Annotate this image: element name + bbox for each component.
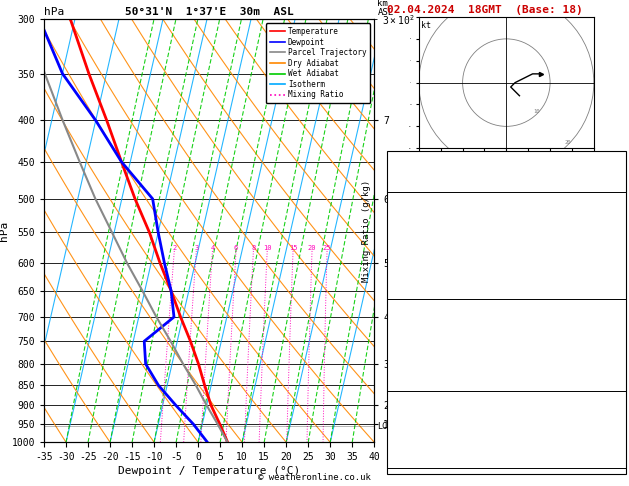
Text: 291: 291 bbox=[604, 245, 621, 254]
Text: 8: 8 bbox=[251, 245, 255, 251]
Text: LCL: LCL bbox=[377, 421, 392, 431]
Text: 3: 3 bbox=[194, 245, 198, 251]
Text: 35: 35 bbox=[610, 168, 621, 177]
Text: EH: EH bbox=[394, 414, 406, 423]
Text: θᴇ (K): θᴇ (K) bbox=[394, 337, 429, 346]
Text: hPa: hPa bbox=[44, 7, 64, 17]
Text: 0.69: 0.69 bbox=[598, 183, 621, 192]
Text: 15: 15 bbox=[289, 245, 298, 251]
Text: 10: 10 bbox=[263, 245, 272, 251]
Text: CIN (J): CIN (J) bbox=[394, 290, 435, 299]
X-axis label: Dewpoint / Temperature (°C): Dewpoint / Temperature (°C) bbox=[118, 466, 300, 476]
Text: CIN (J): CIN (J) bbox=[394, 382, 435, 391]
Text: 20: 20 bbox=[564, 140, 571, 145]
Y-axis label: hPa: hPa bbox=[0, 221, 9, 241]
Text: Surface: Surface bbox=[487, 200, 528, 209]
Text: -5: -5 bbox=[610, 153, 621, 162]
Text: -8: -8 bbox=[610, 414, 621, 423]
Text: Hodograph: Hodograph bbox=[482, 399, 533, 408]
Text: CAPE (J): CAPE (J) bbox=[394, 367, 440, 376]
Text: 50°31'N  1°37'E  30m  ASL: 50°31'N 1°37'E 30m ASL bbox=[125, 7, 294, 17]
Text: 320°: 320° bbox=[598, 444, 621, 453]
Text: Most Unstable: Most Unstable bbox=[470, 307, 545, 316]
Text: 0: 0 bbox=[615, 367, 621, 376]
Text: 750: 750 bbox=[604, 322, 621, 331]
Text: K: K bbox=[394, 153, 400, 162]
Text: kt: kt bbox=[421, 21, 431, 31]
Text: km
ASL: km ASL bbox=[377, 0, 394, 17]
Text: 6: 6 bbox=[234, 245, 238, 251]
Text: 8: 8 bbox=[615, 275, 621, 284]
Text: -1: -1 bbox=[610, 429, 621, 438]
Text: 10: 10 bbox=[610, 352, 621, 361]
Text: Dewp (°C): Dewp (°C) bbox=[394, 230, 446, 239]
Text: Pressure (mb): Pressure (mb) bbox=[394, 322, 469, 331]
Text: StmSpd (kt): StmSpd (kt) bbox=[394, 459, 458, 468]
Text: SREH: SREH bbox=[394, 429, 418, 438]
Text: Totals Totals: Totals Totals bbox=[394, 168, 469, 177]
Text: Lifted Index: Lifted Index bbox=[394, 352, 464, 361]
Text: StmDir: StmDir bbox=[394, 444, 429, 453]
Text: 294: 294 bbox=[604, 337, 621, 346]
Text: 0: 0 bbox=[615, 290, 621, 299]
Text: 20: 20 bbox=[308, 245, 316, 251]
Text: 12: 12 bbox=[610, 459, 621, 468]
Text: Lifted Index: Lifted Index bbox=[394, 260, 464, 269]
Text: PW (cm): PW (cm) bbox=[394, 183, 435, 192]
Legend: Temperature, Dewpoint, Parcel Trajectory, Dry Adiabat, Wet Adiabat, Isotherm, Mi: Temperature, Dewpoint, Parcel Trajectory… bbox=[266, 23, 370, 103]
Text: 02.04.2024  18GMT  (Base: 18): 02.04.2024 18GMT (Base: 18) bbox=[387, 5, 582, 15]
Text: © weatheronline.co.uk: © weatheronline.co.uk bbox=[258, 473, 371, 482]
Text: 25: 25 bbox=[323, 245, 331, 251]
Text: Temp (°C): Temp (°C) bbox=[394, 215, 446, 224]
Text: 10: 10 bbox=[534, 109, 540, 114]
Text: 12: 12 bbox=[610, 260, 621, 269]
Text: CAPE (J): CAPE (J) bbox=[394, 275, 440, 284]
Text: Mixing Ratio (g/kg): Mixing Ratio (g/kg) bbox=[362, 180, 371, 282]
Text: 4: 4 bbox=[210, 245, 214, 251]
Text: θᴇ(K): θᴇ(K) bbox=[394, 245, 423, 254]
Text: 2: 2 bbox=[172, 245, 176, 251]
Text: 2.1: 2.1 bbox=[604, 230, 621, 239]
Text: 6.7: 6.7 bbox=[604, 215, 621, 224]
Text: 0: 0 bbox=[615, 382, 621, 391]
